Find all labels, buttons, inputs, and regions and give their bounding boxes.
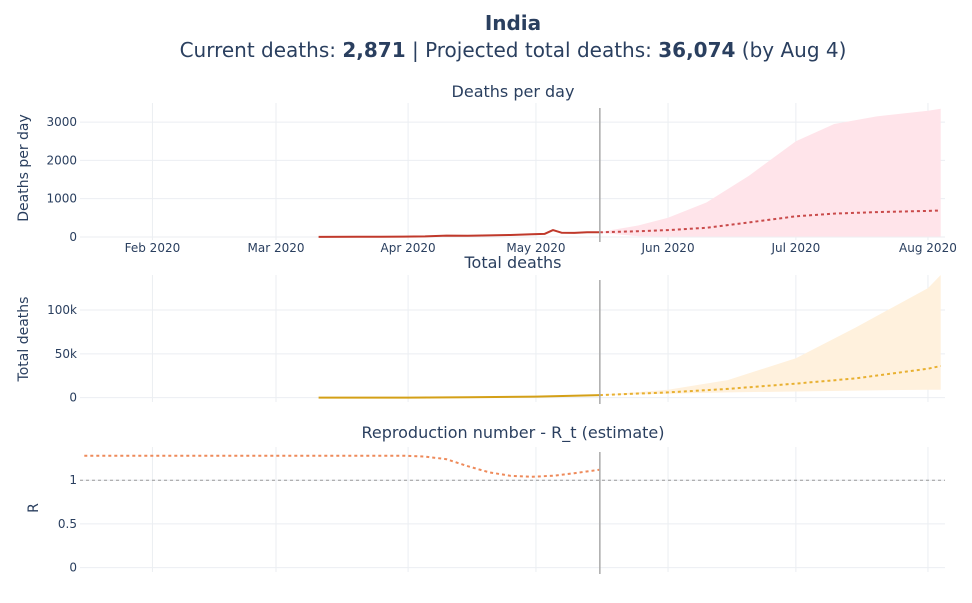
series-observed-total-deaths <box>318 394 600 399</box>
x-tick-label: Aug 2020 <box>899 241 957 255</box>
series-observed-deaths-per-day <box>318 229 600 238</box>
y-axis-label-deaths-per-day: Deaths per day <box>16 114 32 222</box>
x-tick-label: Jun 2020 <box>640 241 694 255</box>
plot-reproduction-number: 00.51 <box>58 447 945 575</box>
uncertainty-band-total-deaths <box>599 275 941 396</box>
panel-title-reproduction-number: Reproduction number - R_t (estimate) <box>362 423 665 443</box>
x-tick-label: Jul 2020 <box>770 241 820 255</box>
x-tick-label: Mar 2020 <box>248 241 305 255</box>
series-estimate-reproduction-number <box>84 454 601 478</box>
projected-deaths-value: 36,074 <box>658 38 735 62</box>
y-tick-label-reproduction-number: 0 <box>69 561 77 575</box>
y-tick-label-deaths-per-day: 3000 <box>46 115 77 129</box>
current-deaths-value: 2,871 <box>342 38 405 62</box>
x-tick-label: Apr 2020 <box>381 241 436 255</box>
panel-deaths-per-day: Deaths per day Deaths per day <box>16 82 574 222</box>
uncertainty-band-deaths-per-day <box>599 108 941 237</box>
projected-deaths-label: Projected total deaths: <box>425 38 658 62</box>
y-tick-label-total-deaths: 0 <box>69 391 77 405</box>
y-tick-label-deaths-per-day: 2000 <box>46 153 77 167</box>
plot-deaths-per-day: 0 1000 2000 3000 Feb 2020 Mar 2020 Apr 2020 May… <box>46 103 957 255</box>
plot-total-deaths: 0 50k 100k <box>47 275 945 405</box>
y-axis-label-total-deaths: Total deaths <box>16 297 32 383</box>
x-tick-label: May 2020 <box>506 241 565 255</box>
current-deaths-label: Current deaths: <box>180 38 343 62</box>
y-axis-label-r: R <box>26 503 42 513</box>
chart-subtitle: Current deaths: 2,871 | Projected total … <box>180 38 847 62</box>
series-projected-total-deaths <box>599 365 941 397</box>
panel-title-total-deaths: Total deaths <box>463 253 561 272</box>
y-tick-label-deaths-per-day: 0 <box>69 230 77 244</box>
subtitle-separator: | <box>406 38 425 62</box>
y-tick-label-reproduction-number: 1 <box>69 473 77 487</box>
chart-title-country: India <box>485 11 541 35</box>
panel-total-deaths: Total deaths Total deaths <box>16 253 562 382</box>
y-tick-label-total-deaths: 50k <box>55 347 77 361</box>
projected-deaths-suffix: (by Aug 4) <box>735 38 846 62</box>
x-tick-label: Feb 2020 <box>125 241 181 255</box>
y-tick-label-reproduction-number: 0.5 <box>58 517 77 531</box>
panel-reproduction-number: Reproduction number - R_t (estimate) R <box>26 423 665 513</box>
y-tick-label-deaths-per-day: 1000 <box>46 192 77 206</box>
panel-title-deaths-per-day: Deaths per day <box>452 82 575 101</box>
y-tick-label-total-deaths: 100k <box>47 303 77 317</box>
